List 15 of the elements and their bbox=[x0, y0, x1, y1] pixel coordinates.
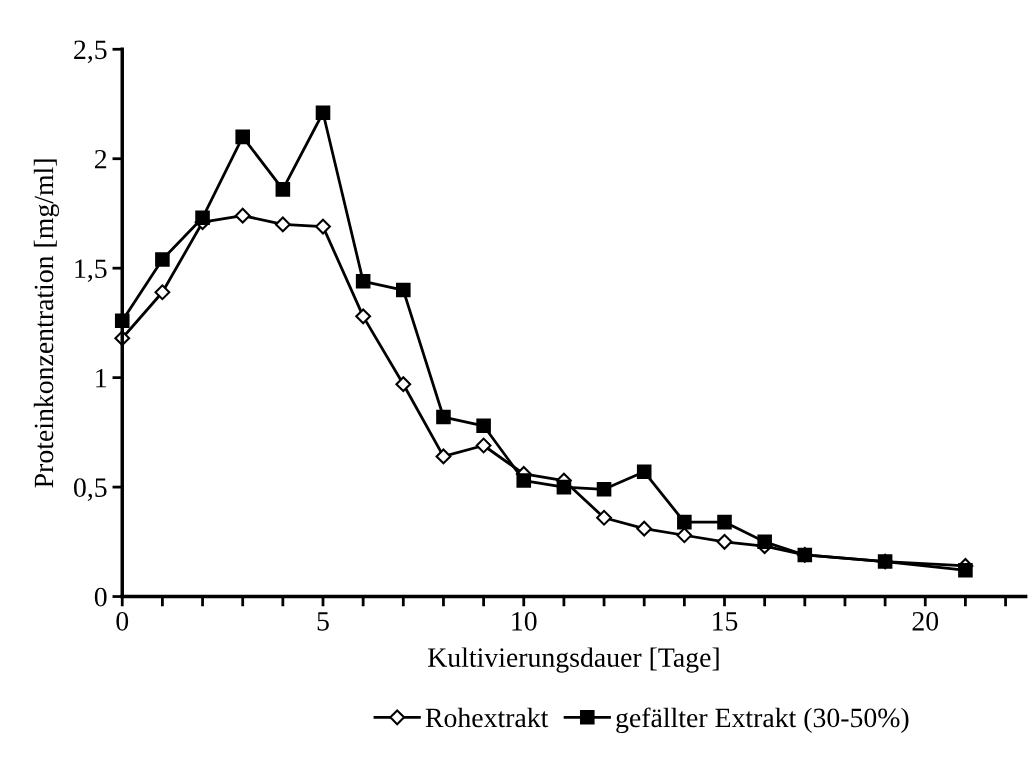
y-axis-title: Proteinkonzentration [mg/ml] bbox=[33, 159, 60, 488]
x-tick-label: 10 bbox=[512, 611, 537, 631]
y-tick-label: 1,5 bbox=[75, 259, 107, 283]
x-tick-label: 20 bbox=[912, 611, 939, 631]
y-tick-label: 1 bbox=[96, 368, 106, 388]
x-tick-label: 0 bbox=[116, 611, 129, 631]
x-tick-label: 5 bbox=[317, 612, 329, 631]
y-tick-label: 0 bbox=[94, 587, 107, 607]
x-tick-label: 15 bbox=[713, 612, 738, 631]
x-axis-title: Kultivierungsdauer [Tage] bbox=[428, 647, 719, 673]
legend-label: Rohextrakt bbox=[425, 707, 549, 728]
legend-label: gefällter Extrakt (30-50%) bbox=[616, 707, 909, 733]
y-tick-label: 2,5 bbox=[74, 40, 107, 64]
y-tick-label: 2 bbox=[95, 149, 107, 169]
y-tick-label: 0,5 bbox=[74, 478, 107, 501]
